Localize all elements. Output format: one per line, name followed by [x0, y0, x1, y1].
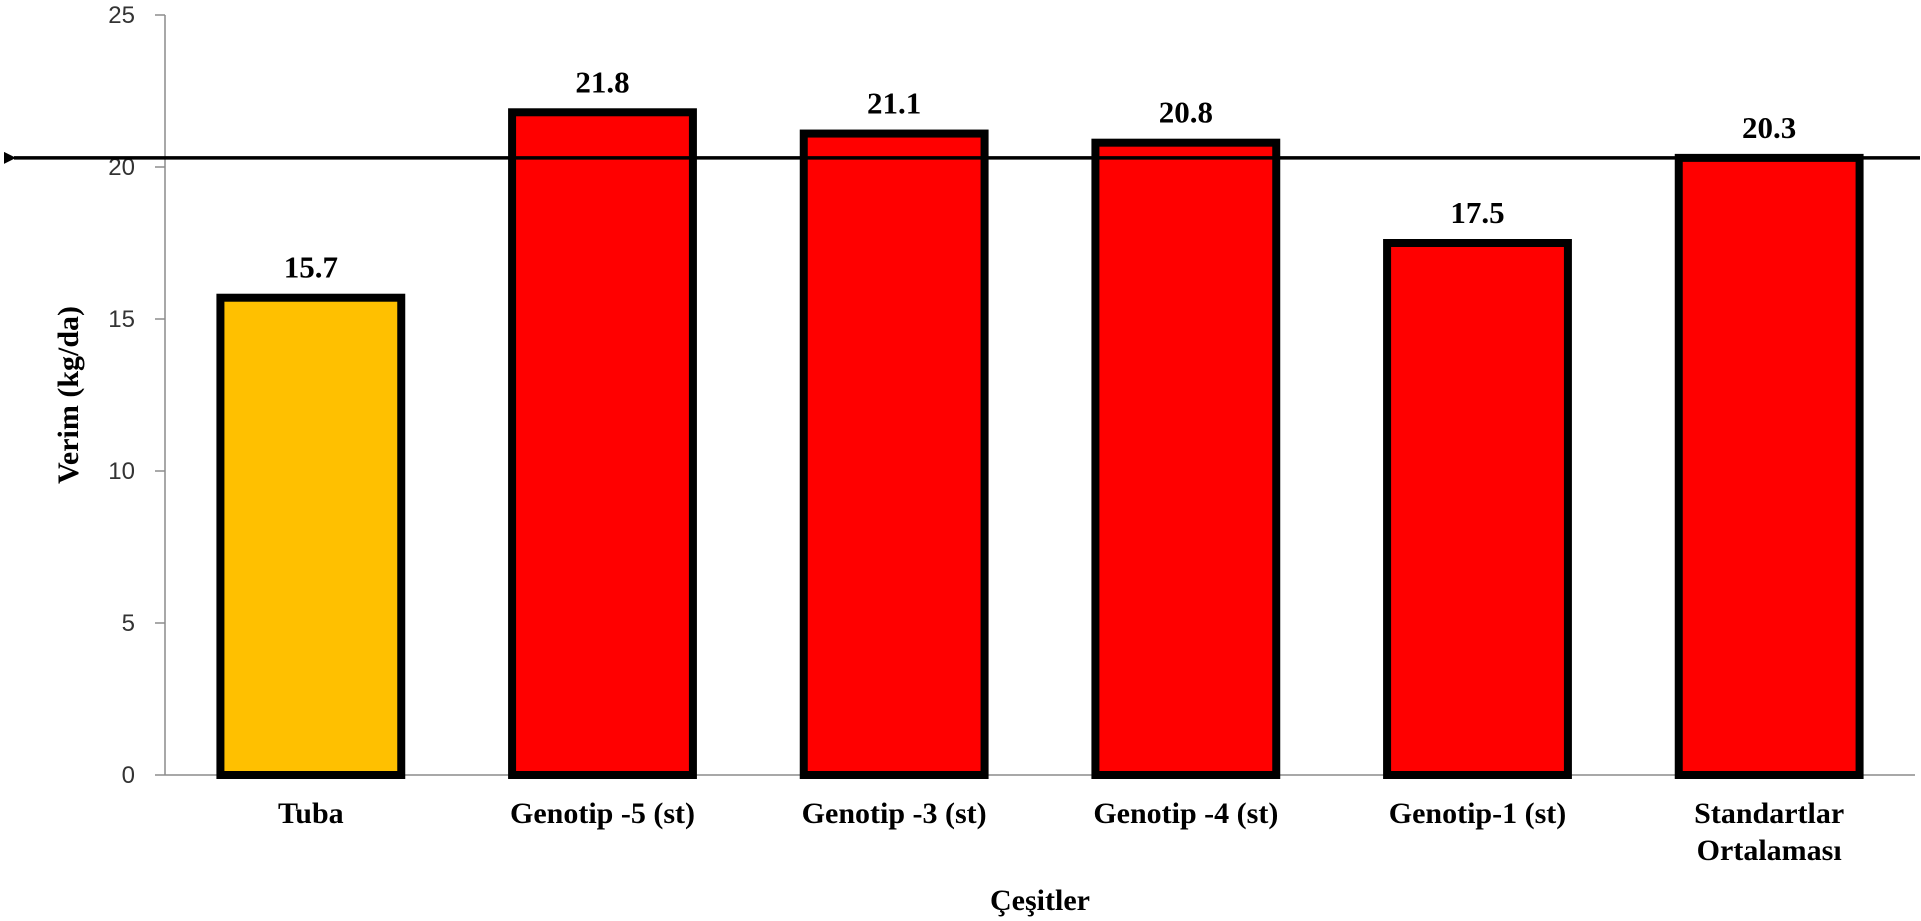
data-label: 21.8: [575, 64, 629, 99]
data-label: 20.3: [1742, 110, 1796, 145]
data-labels: 15.7 21.8 21.1 20.8 17.5 20.3: [284, 64, 1797, 284]
category-labels: Tuba Genotip -5 (st) Genotip -3 (st) Genoti…: [278, 797, 1844, 867]
y-tick-label: 15: [108, 306, 135, 333]
x-tick-label: Standartlar: [1694, 797, 1844, 830]
x-tick-label: Genotip -3 (st): [802, 797, 987, 830]
data-label: 17.5: [1450, 195, 1504, 230]
bar: [1091, 138, 1281, 779]
x-axis-title: Çeşitler: [990, 884, 1090, 917]
data-label: 20.8: [1159, 95, 1213, 130]
x-tick-label: Genotip -5 (st): [510, 797, 695, 830]
x-tick-label: Tuba: [278, 797, 344, 830]
y-tick-label: 5: [122, 610, 135, 637]
bar: [216, 293, 406, 779]
y-tick-label: 10: [108, 458, 135, 485]
bar: [1383, 239, 1572, 779]
x-tick-label: Genotip-1 (st): [1389, 797, 1566, 830]
y-axis-title: Verim (kg/da): [52, 306, 85, 484]
bars: [216, 108, 1864, 779]
bar: [508, 108, 697, 779]
y-tick-label: 0: [122, 762, 135, 789]
x-tick-label: Genotip -4 (st): [1093, 797, 1278, 830]
x-tick-label: Ortalaması: [1697, 834, 1842, 867]
y-tick-label: 25: [108, 2, 135, 29]
data-label: 21.1: [867, 86, 921, 121]
bar: [799, 129, 989, 779]
bar: [1674, 153, 1864, 779]
data-label: 15.7: [284, 250, 338, 285]
